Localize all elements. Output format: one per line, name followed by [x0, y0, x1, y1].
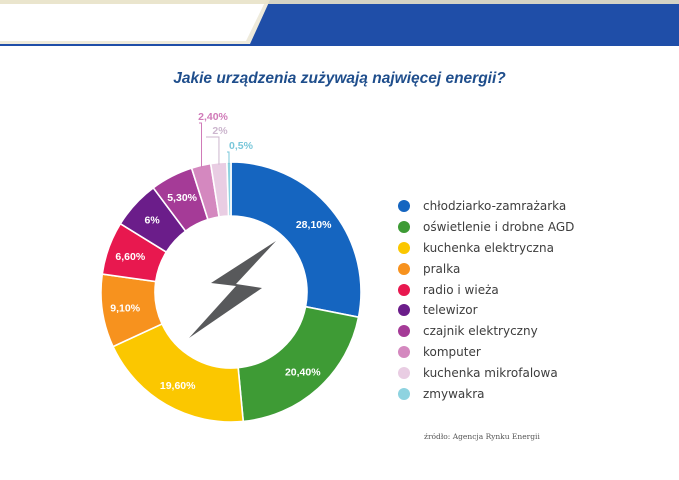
leader-line-10 [227, 151, 230, 165]
legend-swatch [398, 262, 410, 275]
legend-swatch [398, 345, 410, 358]
chart-title: Jakie urządzenia zużywają najwięcej ener… [173, 70, 506, 87]
legend-item: oświetlenie i drobne AGD [398, 217, 658, 238]
header-band [0, 0, 679, 46]
legend-label: kuchenka elektryczna [423, 240, 554, 255]
legend-item: radio i wieża [398, 279, 658, 300]
legend-label: telewizor [423, 303, 478, 318]
legend-swatch [398, 387, 410, 400]
donut-slice-10 [226, 161, 232, 217]
legend-item: komputer [398, 342, 658, 363]
data-label-4: 9,10% [110, 303, 140, 315]
data-label-7: 5,30% [167, 192, 197, 204]
lightning-bolt-icon [189, 241, 276, 338]
data-label-1: 28,10% [296, 219, 332, 231]
legend-item: zmywakra [398, 383, 658, 404]
legend-label: radio i wieża [423, 282, 499, 297]
legend-swatch [398, 366, 410, 379]
legend-label: zmywakra [423, 386, 485, 401]
legend-swatch [398, 304, 410, 317]
source-note: źródło: Agencja Rynku Energii [424, 432, 540, 441]
legend-label: kuchenka mikrofalowa [423, 365, 558, 380]
legend-swatch [398, 200, 410, 213]
legend-item: pralka [398, 258, 658, 279]
donut-slice-1 [230, 161, 362, 319]
legend-swatch [398, 283, 410, 296]
legend-swatch [398, 241, 410, 254]
legend-item: kuchenka elektryczna [398, 238, 658, 259]
legend-swatch [398, 221, 410, 234]
data-label-9: 2% [212, 125, 228, 137]
legend-label: pralka [423, 261, 461, 276]
legend-item: czajnik elektryczny [398, 321, 658, 342]
legend-swatch [398, 325, 410, 338]
leader-line-9 [206, 136, 220, 165]
legend-label: czajnik elektryczny [423, 324, 538, 339]
leader-line-8 [199, 122, 203, 168]
data-label-3: 19,60% [160, 380, 196, 392]
donut-slice-2 [237, 305, 360, 423]
legend-label: chłodziarko-zamrażarka [423, 199, 567, 214]
data-label-8: 2,40% [198, 111, 228, 123]
legend-item: kuchenka mikrofalowa [398, 362, 658, 383]
data-label-10: 0,5% [229, 140, 254, 152]
chart-legend: chłodziarko-zamrażarka oświetlenie i drob… [398, 196, 658, 404]
data-label-6: 6% [144, 215, 160, 227]
donut-slice-3 [111, 322, 245, 423]
data-label-2: 20,40% [285, 366, 321, 378]
data-label-5: 6,60% [115, 251, 145, 263]
legend-label: komputer [423, 344, 481, 359]
legend-item: chłodziarko-zamrażarka [398, 196, 658, 217]
legend-item: telewizor [398, 300, 658, 321]
legend-label: oświetlenie i drobne AGD [423, 220, 575, 235]
